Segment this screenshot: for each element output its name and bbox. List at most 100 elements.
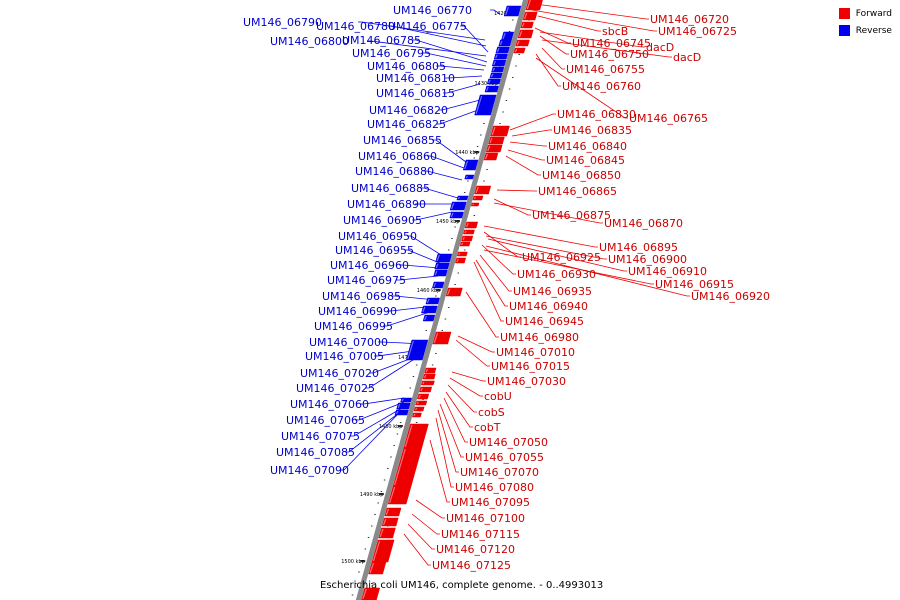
reverse-leader-line <box>350 407 403 437</box>
forward-leader-line <box>481 244 516 275</box>
forward-gene-label: cobT <box>474 421 501 434</box>
legend: Forward Reverse <box>838 8 892 42</box>
reverse-leader-line <box>345 411 401 453</box>
forward-leader-line <box>475 259 508 307</box>
reverse-gene-feature <box>425 297 440 305</box>
reverse-leader-line <box>412 211 453 221</box>
reverse-leader-line <box>412 39 488 63</box>
feature-highlight <box>514 48 518 53</box>
reverse-gene-feature <box>432 281 445 289</box>
reverse-gene-feature <box>405 339 429 361</box>
feature-highlight <box>456 258 459 263</box>
forward-leader-line <box>429 439 450 503</box>
reverse-gene-label: UM146_07000 <box>309 336 388 349</box>
forward-gene-label: UM146_06830 <box>557 108 636 121</box>
forward-gene-label: UM146_06875 <box>532 209 611 222</box>
forward-gene-feature <box>456 251 468 257</box>
reverse-gene-feature <box>422 314 436 322</box>
feature-highlight <box>461 242 464 246</box>
forward-leader-line <box>541 47 565 70</box>
forward-leader-line <box>439 403 464 458</box>
feature-highlight <box>466 222 469 228</box>
reverse-gene-feature <box>462 159 479 171</box>
forward-leader-line <box>507 149 545 161</box>
forward-gene-label: cobS <box>478 406 505 419</box>
forward-leader-line <box>411 513 440 535</box>
reverse-gene-feature <box>435 253 453 263</box>
reverse-gene-feature <box>394 409 409 416</box>
reverse-leader-line <box>369 354 421 374</box>
reverse-leader-line <box>443 83 481 94</box>
forward-leader-line <box>496 189 537 192</box>
feature-highlight <box>518 30 523 38</box>
feature-highlight <box>523 12 528 20</box>
reverse-gene-label: UM146_07060 <box>290 398 369 411</box>
feature-highlight <box>499 40 503 46</box>
forward-gene-feature <box>525 0 543 11</box>
legend-forward: Forward <box>838 8 892 19</box>
forward-gene-feature <box>413 406 425 412</box>
reverse-gene-feature <box>498 39 512 47</box>
forward-leader-line <box>531 9 657 32</box>
feature-highlight <box>422 381 425 385</box>
forward-leader-line <box>403 533 431 566</box>
forward-gene-label: UM146_06840 <box>548 140 627 153</box>
reverse-gene-feature <box>491 66 505 73</box>
reverse-gene-label: UM146_06815 <box>376 87 455 100</box>
forward-gene-label: dacD <box>646 41 674 54</box>
forward-gene-label: UM146_06935 <box>513 285 592 298</box>
forward-gene-label: UM146_06945 <box>505 315 584 328</box>
feature-highlight <box>424 315 427 321</box>
feature-highlight <box>521 22 525 28</box>
forward-leader-line <box>541 39 672 58</box>
feature-highlight <box>487 145 491 152</box>
feature-highlight <box>489 137 493 144</box>
forward-gene-label: UM146_06745 <box>572 37 651 50</box>
forward-leader-line <box>493 198 531 216</box>
feature-highlight <box>464 160 469 170</box>
feature-highlight <box>423 374 427 379</box>
forward-gene-feature <box>513 47 526 54</box>
reverse-gene-label: UM146_06790 <box>243 16 322 29</box>
feature-highlight <box>484 153 489 160</box>
forward-gene-feature <box>463 229 475 235</box>
reverse-gene-label: UM146_06795 <box>352 47 431 60</box>
forward-leader-line <box>535 57 628 119</box>
reverse-gene-label: UM146_06985 <box>322 290 401 303</box>
feature-highlight <box>394 448 406 486</box>
forward-leader-line <box>483 225 598 248</box>
reverse-gene-label: UM146_07085 <box>276 446 355 459</box>
reverse-gene-label: UM146_06805 <box>367 60 446 73</box>
reverse-gene-label: UM146_06955 <box>335 244 414 257</box>
reverse-gene-label: UM146_06990 <box>318 305 397 318</box>
feature-highlight <box>457 196 461 200</box>
feature-highlight <box>516 40 520 46</box>
reverse-leader-line <box>383 311 431 327</box>
forward-leader-line <box>535 53 561 87</box>
forward-leader-line <box>485 245 690 297</box>
reverse-gene-feature <box>434 262 450 270</box>
reverse-leader-line <box>436 65 485 71</box>
forward-gene-feature <box>387 485 412 505</box>
forward-leader-line <box>479 254 512 292</box>
reverse-gene-label: UM146_06960 <box>330 259 409 272</box>
reverse-gene-feature <box>484 85 499 93</box>
tick-label: 1490 kbp <box>360 492 384 498</box>
forward-gene-label: cobU <box>484 390 512 403</box>
feature-highlight <box>490 73 494 78</box>
reverse-gene-feature <box>495 46 510 54</box>
reverse-leader-line <box>407 235 447 259</box>
forward-gene-feature <box>464 221 479 229</box>
reverse-leader-line <box>423 170 463 181</box>
genome-caption: Escherichia coli UM146, complete genome.… <box>320 580 603 591</box>
feature-highlight <box>502 32 506 40</box>
reverse-leader-line <box>436 109 479 125</box>
reverse-gene-label: UM146_06880 <box>355 165 434 178</box>
feature-highlight <box>472 203 474 206</box>
forward-gene-label: UM146_06845 <box>546 154 625 167</box>
feature-highlight <box>462 236 465 241</box>
reverse-gene-feature <box>464 174 475 180</box>
legend-reverse-label: Reverse <box>855 25 892 36</box>
forward-gene-feature <box>461 235 474 242</box>
